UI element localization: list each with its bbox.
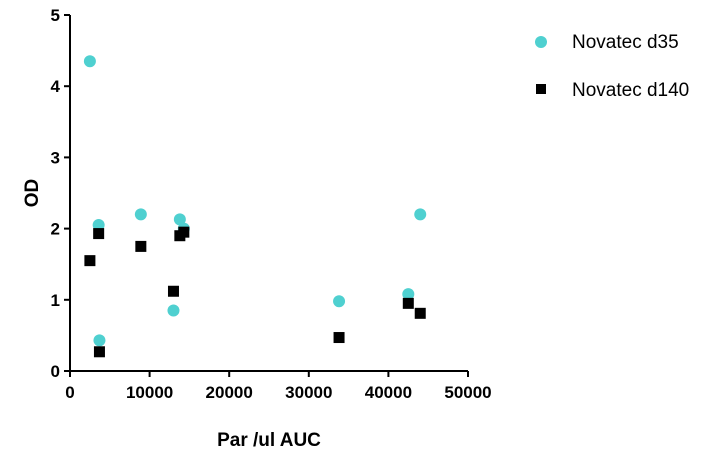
y-tick-label: 3	[51, 148, 60, 167]
x-ticks: 0 10000 20000 30000 40000 50000	[65, 371, 492, 402]
data-point-d35	[414, 208, 427, 221]
x-axis-title: Par /ul AUC	[217, 430, 321, 451]
data-point-d35	[333, 295, 346, 308]
x-tick-label: 0	[65, 383, 74, 402]
data-point-d35	[93, 334, 106, 347]
data-point-d140	[167, 285, 179, 297]
data-point-d35	[167, 304, 180, 317]
axes: 0 1 2 3 4 5 0 10000 20000 30000 40000 50000	[51, 6, 492, 402]
legend-item-d140: Novatec d140	[536, 80, 689, 101]
data-point-d140	[414, 307, 426, 319]
x-tick-label: 40000	[365, 383, 412, 402]
y-tick-label: 5	[51, 6, 60, 25]
data-point-d140	[402, 297, 414, 309]
data-points	[83, 55, 427, 358]
y-axis-title: OD	[22, 179, 43, 208]
data-point-d140	[93, 346, 105, 358]
y-tick-label: 1	[51, 291, 60, 310]
x-tick-label: 20000	[206, 383, 253, 402]
y-ticks: 0 1 2 3 4 5	[51, 6, 70, 381]
legend-label-d140: Novatec d140	[572, 80, 689, 101]
series-d35	[83, 55, 427, 347]
x-tick-label: 50000	[444, 383, 491, 402]
data-point-d140	[84, 255, 96, 267]
data-point-d140	[333, 332, 345, 344]
legend: Novatec d35 Novatec d140	[535, 32, 689, 101]
x-tick-label: 10000	[126, 383, 173, 402]
data-point-d35	[402, 288, 415, 301]
y-tick-label: 0	[51, 362, 60, 381]
data-point-d35	[83, 55, 96, 68]
data-point-d140	[135, 240, 147, 252]
data-point-d35	[134, 208, 147, 221]
y-tick-label: 2	[51, 220, 60, 239]
data-point-d35	[173, 213, 186, 226]
series-d140	[84, 226, 426, 358]
data-point-d35	[92, 219, 105, 232]
data-point-d140	[93, 228, 105, 240]
legend-label-d35: Novatec d35	[572, 32, 679, 53]
legend-marker-d140	[536, 84, 546, 94]
x-tick-label: 30000	[285, 383, 332, 402]
legend-marker-d35	[535, 36, 547, 48]
y-tick-label: 4	[51, 77, 61, 96]
legend-item-d35: Novatec d35	[535, 32, 679, 53]
data-point-d140	[178, 226, 190, 238]
